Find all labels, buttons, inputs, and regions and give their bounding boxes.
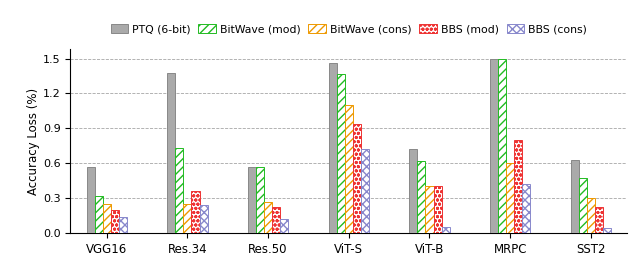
Bar bbox=[264, 202, 272, 233]
Bar bbox=[119, 217, 127, 233]
Bar bbox=[191, 191, 200, 233]
Bar bbox=[490, 59, 498, 233]
Bar bbox=[506, 163, 514, 233]
Y-axis label: Accuracy Loss (%): Accuracy Loss (%) bbox=[27, 88, 40, 195]
Bar bbox=[256, 167, 264, 233]
Bar bbox=[86, 167, 95, 233]
Bar bbox=[410, 149, 417, 233]
Bar bbox=[361, 149, 369, 233]
Bar bbox=[200, 205, 207, 233]
Bar bbox=[337, 74, 345, 233]
Bar bbox=[498, 59, 506, 233]
Bar bbox=[603, 228, 611, 233]
Bar bbox=[426, 186, 433, 233]
Bar bbox=[102, 204, 111, 233]
Bar bbox=[280, 219, 288, 233]
Bar bbox=[248, 167, 256, 233]
Bar bbox=[595, 207, 603, 233]
Bar bbox=[175, 148, 184, 233]
Bar bbox=[433, 186, 442, 233]
Bar bbox=[514, 140, 522, 233]
Bar bbox=[167, 73, 175, 233]
Bar bbox=[111, 210, 119, 233]
Bar bbox=[95, 196, 102, 233]
Bar bbox=[587, 198, 595, 233]
Legend: PTQ (6-bit), BitWave (mod), BitWave (cons), BBS (mod), BBS (cons): PTQ (6-bit), BitWave (mod), BitWave (con… bbox=[108, 22, 589, 36]
Bar bbox=[328, 63, 337, 233]
Bar bbox=[417, 161, 426, 233]
Bar bbox=[353, 124, 361, 233]
Bar bbox=[272, 207, 280, 233]
Bar bbox=[345, 105, 353, 233]
Bar bbox=[442, 227, 450, 233]
Bar bbox=[579, 178, 587, 233]
Bar bbox=[522, 184, 531, 233]
Bar bbox=[184, 204, 191, 233]
Bar bbox=[571, 160, 579, 233]
